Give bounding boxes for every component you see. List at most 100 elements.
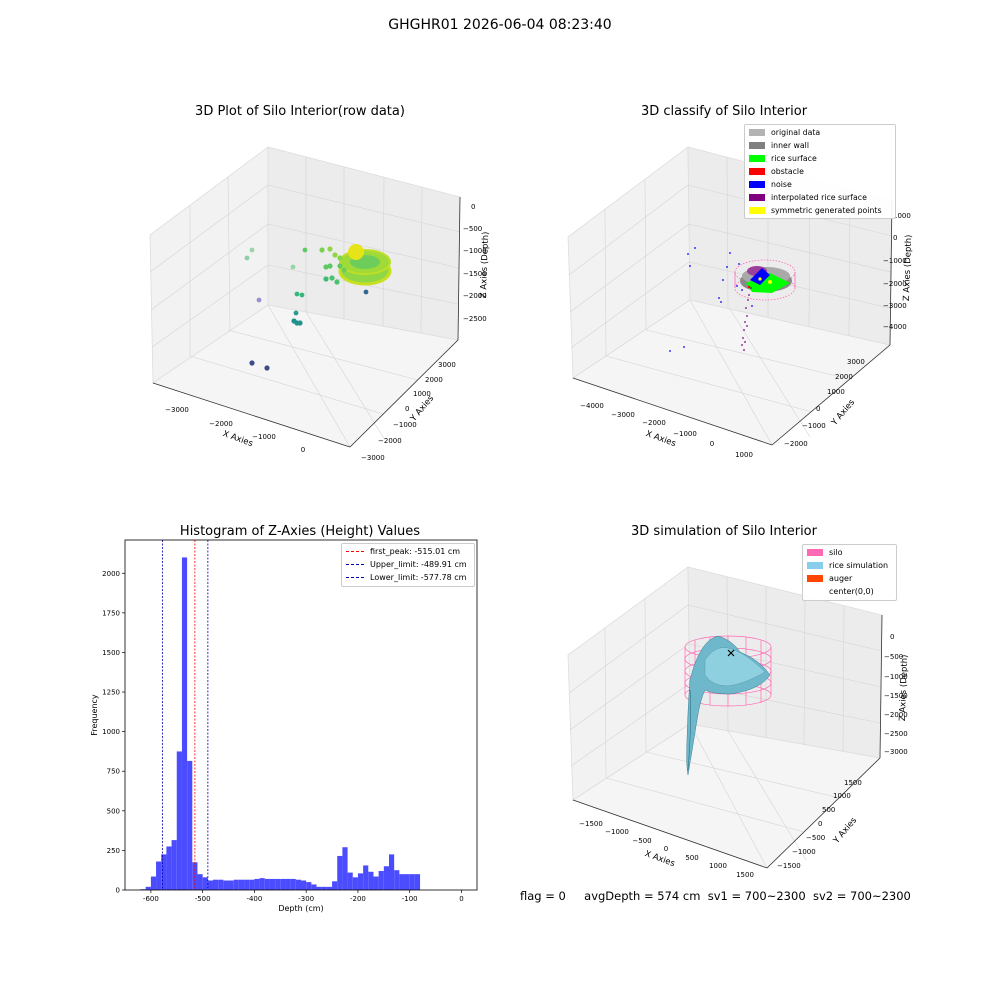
histogram-bar [409, 874, 415, 890]
svg-text:0: 0 [710, 440, 714, 448]
svg-text:0: 0 [301, 446, 305, 454]
y-tick-label: 0 [116, 887, 120, 895]
histogram-bar [238, 879, 245, 890]
histogram-bar [264, 878, 270, 890]
svg-text:0: 0 [405, 405, 409, 413]
status-avg-depth: avgDepth = 574 cm [584, 889, 701, 903]
histogram-bar [404, 874, 410, 890]
legend-label: auger [829, 574, 853, 583]
y-tick-label: 1000 [102, 728, 120, 736]
svg-text:−2000: −2000 [378, 437, 402, 445]
panel1-x-label: X Axies [221, 429, 254, 449]
histogram-bar [259, 878, 265, 890]
histogram-bar [373, 876, 379, 890]
legend-entry: Upper_limit: -489.91 cm [346, 558, 467, 571]
svg-text:−1500: −1500 [884, 692, 908, 700]
svg-text:−2000: −2000 [784, 440, 808, 448]
panel4-y-label: Y Axies [831, 815, 859, 846]
histogram-frame [124, 539, 478, 891]
histogram-bar [337, 855, 343, 890]
legend-swatch [749, 155, 765, 162]
legend-label: original data [771, 128, 821, 137]
legend-label: noise [771, 180, 792, 189]
svg-text:−1000: −1000 [393, 421, 417, 429]
svg-text:−500: −500 [632, 837, 651, 845]
svg-text:−1000: −1000 [252, 433, 276, 441]
svg-text:−2000: −2000 [209, 420, 233, 428]
histogram-y-label: Frequency [90, 694, 99, 736]
legend-label: interpolated rice surface [771, 193, 867, 202]
panel2-title: 3D classify of Silo Interior [640, 104, 808, 119]
histogram-bar [254, 878, 260, 890]
panel2-y-label: Y Axies [829, 397, 857, 428]
legend-entry: Lower_limit: -577.78 cm [346, 571, 466, 584]
legend-swatch [346, 564, 364, 565]
histogram-bar [306, 882, 312, 890]
histogram-bar [301, 880, 307, 890]
histogram-bar [187, 760, 193, 890]
svg-text:−500: −500 [806, 834, 825, 842]
histogram-bar [342, 847, 348, 890]
svg-text:−4000: −4000 [580, 402, 604, 410]
svg-text:−1500: −1500 [463, 270, 487, 278]
legend-entry: noise [749, 178, 792, 191]
panel2-tick-labels: −4000 −3000 −2000 −1000 0 1000 −2000 −10… [580, 212, 911, 459]
svg-text:0: 0 [893, 234, 897, 242]
histogram-bar [363, 865, 369, 890]
svg-text:2000: 2000 [425, 376, 443, 384]
histogram-bar [197, 874, 203, 890]
x-tick-label: -100 [402, 895, 418, 903]
classified-points [669, 247, 796, 352]
histogram-y-ticks: 0 250 500 750 1000 1250 1500 1750 2000 [102, 570, 125, 895]
status-line: flag = 0 avgDepth = 574 cm sv1 = 700~230… [520, 889, 911, 903]
legend-swatch [749, 207, 765, 214]
histogram-x-label: Depth (cm) [278, 904, 323, 913]
legend-entry: auger [807, 572, 852, 585]
svg-text:−3000: −3000 [883, 302, 907, 310]
svg-text:1500: 1500 [736, 871, 754, 879]
histogram-bar [311, 884, 317, 890]
svg-text:−2000: −2000 [642, 419, 666, 427]
panel2-3d-axes: −4000 −3000 −2000 −1000 0 1000 −2000 −10… [567, 146, 914, 459]
rice-simulation-surface [686, 635, 771, 776]
legend-swatch [346, 577, 364, 578]
y-tick-label: 1250 [102, 689, 120, 697]
histogram-vlines [161, 540, 209, 890]
x-tick-label: 0 [459, 895, 463, 903]
legend-entry: rice simulation [807, 559, 888, 572]
legend-entry: obstacle [749, 165, 804, 178]
legend-label: center(0,0) [829, 587, 874, 596]
histogram-bar [383, 866, 389, 890]
svg-text:0: 0 [890, 633, 894, 641]
legend-entry: silo [807, 546, 843, 559]
histogram-bar [347, 872, 353, 890]
histogram-bar [233, 879, 239, 890]
histogram-bar [316, 886, 322, 890]
legend-entry: rice surface [749, 152, 817, 165]
svg-text:2000: 2000 [835, 373, 853, 381]
legend-swatch [807, 562, 823, 569]
svg-text:1000: 1000 [709, 862, 727, 870]
histogram-bar [275, 878, 281, 890]
raw-data-ring [338, 244, 392, 286]
legend-entry: symmetric generated points [749, 204, 882, 217]
histogram-x-ticks: -600 -500 -400 -300 -200 -100 0 [143, 890, 464, 903]
histogram-bar [414, 874, 421, 890]
panel2-legend: original data inner wall rice surface obsta… [744, 124, 896, 219]
panel4-x-label: X Axies [643, 849, 676, 869]
legend-swatch [807, 575, 823, 582]
y-tick-label: 250 [107, 847, 120, 855]
legend-label: silo [829, 548, 843, 557]
legend-label: rice simulation [829, 561, 889, 570]
status-sv2: sv2 = 700~2300 [812, 889, 911, 903]
svg-text:−3000: −3000 [165, 406, 189, 414]
legend-label: first_peak: -515.01 cm [370, 547, 461, 556]
histogram-bar [207, 880, 213, 890]
histogram-bar [378, 870, 384, 890]
svg-text:−2000: −2000 [463, 292, 487, 300]
histogram-bar [244, 879, 250, 890]
histogram-bar [321, 886, 327, 890]
svg-text:−1500: −1500 [777, 862, 801, 870]
panel4-3d-axes: −1500 −1000 −500 0 500 1000 1500 −1500 −… [567, 566, 910, 879]
svg-text:1000: 1000 [413, 390, 431, 398]
